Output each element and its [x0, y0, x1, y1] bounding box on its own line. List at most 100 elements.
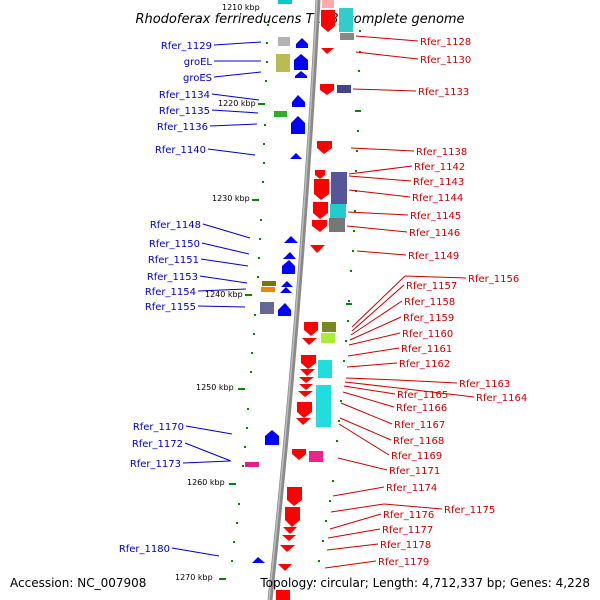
- label-rfer-1146: Rfer_1146: [409, 228, 460, 239]
- label-rfer-1157: Rfer_1157: [406, 281, 457, 292]
- label-rfer-1144: Rfer_1144: [412, 193, 463, 204]
- gene-rfer-1175: [285, 507, 300, 527]
- scale-label-1250: 1250 kbp: [196, 383, 234, 392]
- gene-rfer-1178: [280, 545, 295, 552]
- genome-backbone-highlight: [268, 0, 318, 600]
- label-rfer-1133: Rfer_1133: [418, 87, 469, 98]
- scale-label-1260: 1260 kbp: [187, 478, 225, 487]
- gene-rfer-1150: [283, 252, 296, 259]
- label-rfer-1173: Rfer_1173: [130, 459, 181, 470]
- scale-label-top: 1210 kbp: [222, 3, 260, 12]
- right-gene-labels: Rfer_1128 Rfer_1130 Rfer_1133 Rfer_1138 …: [378, 37, 527, 568]
- label-rfer-1149: Rfer_1149: [408, 251, 459, 262]
- scale-label-1230: 1230 kbp: [212, 194, 250, 203]
- right-connectors: [324, 35, 475, 569]
- label-rfer-1154: Rfer_1154: [145, 287, 196, 298]
- gene-rfer-1179: [278, 564, 292, 571]
- gene-rfer-1146: [312, 220, 327, 232]
- gene-rfer-1142: [315, 170, 325, 179]
- label-rfer-1158: Rfer_1158: [404, 297, 455, 308]
- label-rfer-1171: Rfer_1171: [389, 466, 440, 477]
- label-rfer-1160: Rfer_1160: [402, 329, 453, 340]
- label-rfer-1168: Rfer_1168: [393, 436, 444, 447]
- gene-groes: [295, 71, 307, 78]
- label-rfer-1176: Rfer_1176: [383, 510, 434, 521]
- gene-rfer-1162: [300, 369, 315, 376]
- gene-rfer-1130: [321, 48, 334, 54]
- label-rfer-1179: Rfer_1179: [378, 557, 429, 568]
- gene-rfer-1153: [281, 281, 293, 287]
- gene-rfer-1160: [301, 355, 316, 369]
- gene-rfer-1128: [321, 10, 335, 32]
- topology-text: Topology: circular; Length: 4,712,337 bp…: [259, 576, 590, 590]
- gene-rfer-1169: [292, 449, 306, 460]
- label-rfer-1169: Rfer_1169: [391, 451, 442, 462]
- label-rfer-1138: Rfer_1138: [416, 147, 467, 158]
- label-rfer-1155: Rfer_1155: [145, 302, 196, 313]
- label-rfer-1167: Rfer_1167: [394, 420, 445, 431]
- genome-backbone: [267, 0, 321, 600]
- label-rfer-1172: Rfer_1172: [132, 439, 183, 450]
- gene-rfer-1155: [278, 303, 291, 316]
- label-rfer-1135: Rfer_1135: [159, 106, 210, 117]
- label-rfer-1170: Rfer_1170: [133, 422, 184, 433]
- label-rfer-1165: Rfer_1165: [397, 390, 448, 401]
- gene-rfer-1134: [292, 95, 305, 107]
- label-rfer-1129: Rfer_1129: [161, 41, 212, 52]
- left-connectors: [171, 41, 262, 557]
- gene-groel: [294, 54, 308, 70]
- map-title: Rhodoferax ferrireducens T118, complete …: [135, 12, 464, 27]
- label-rfer-1162: Rfer_1162: [399, 359, 450, 370]
- gene-rfer-1176: [283, 527, 297, 534]
- label-rfer-1143: Rfer_1143: [413, 177, 464, 188]
- label-rfer-1136: Rfer_1136: [157, 122, 208, 133]
- gene-rfer-1136: [291, 116, 305, 134]
- scale-label-1240: 1240 kbp: [205, 290, 243, 299]
- label-rfer-1134: Rfer_1134: [159, 90, 210, 101]
- label-rfer-1180: Rfer_1180: [119, 544, 170, 555]
- label-rfer-1164: Rfer_1164: [476, 393, 527, 404]
- label-rfer-1178: Rfer_1178: [380, 540, 431, 551]
- forward-genes: [252, 38, 308, 563]
- gene-rfer-1129: [296, 38, 308, 48]
- gene-rfer-1151: [282, 260, 295, 274]
- label-rfer-1145: Rfer_1145: [410, 211, 461, 222]
- label-rfer-1163: Rfer_1163: [459, 379, 510, 390]
- gene-rfer-1138: [317, 141, 332, 154]
- gene-rfer-1154: [280, 287, 292, 293]
- gene-rfer-1180: [252, 557, 265, 563]
- label-rfer-1156: Rfer_1156: [468, 274, 519, 285]
- accession-text: Accession: NC_007908: [10, 576, 146, 590]
- label-rfer-1174: Rfer_1174: [386, 483, 437, 494]
- gene-rfer-1167: [296, 418, 311, 425]
- label-rfer-1142: Rfer_1142: [414, 162, 465, 173]
- label-rfer-1177: Rfer_1177: [382, 525, 433, 536]
- label-rfer-1175: Rfer_1175: [444, 505, 495, 516]
- label-rfer-1150: Rfer_1150: [149, 239, 200, 250]
- gene-rfer-1148: [284, 236, 298, 243]
- gene-rfer-1143: [314, 179, 329, 200]
- label-rfer-1128: Rfer_1128: [420, 37, 471, 48]
- label-rfer-1159: Rfer_1159: [403, 313, 454, 324]
- gene-rfer-1165: [298, 391, 313, 397]
- label-rfer-1140: Rfer_1140: [155, 145, 206, 156]
- gene-rfer-1163: [299, 377, 314, 383]
- gene-rfer-bottom: [276, 590, 290, 600]
- label-rfer-1161: Rfer_1161: [401, 344, 452, 355]
- reverse-features: [309, 0, 354, 462]
- reverse-genes: [276, 10, 335, 600]
- gene-rfer-1149: [310, 245, 325, 253]
- scale-ticks: [219, 103, 265, 580]
- left-gene-labels: Rfer_1129 groEL groES Rfer_1134 Rfer_113…: [119, 41, 213, 555]
- label-groel: groEL: [184, 57, 213, 68]
- gene-rfer-1164: [299, 384, 313, 390]
- label-rfer-1153: Rfer_1153: [147, 272, 198, 283]
- gene-rfer-1174: [287, 487, 302, 506]
- label-rfer-1166: Rfer_1166: [396, 403, 447, 414]
- gene-rfer-1145: [313, 202, 328, 219]
- label-rfer-1148: Rfer_1148: [150, 220, 201, 231]
- label-groes: groES: [183, 73, 212, 84]
- gene-rfer-1177: [282, 535, 296, 541]
- gene-rfer-1140: [290, 153, 302, 159]
